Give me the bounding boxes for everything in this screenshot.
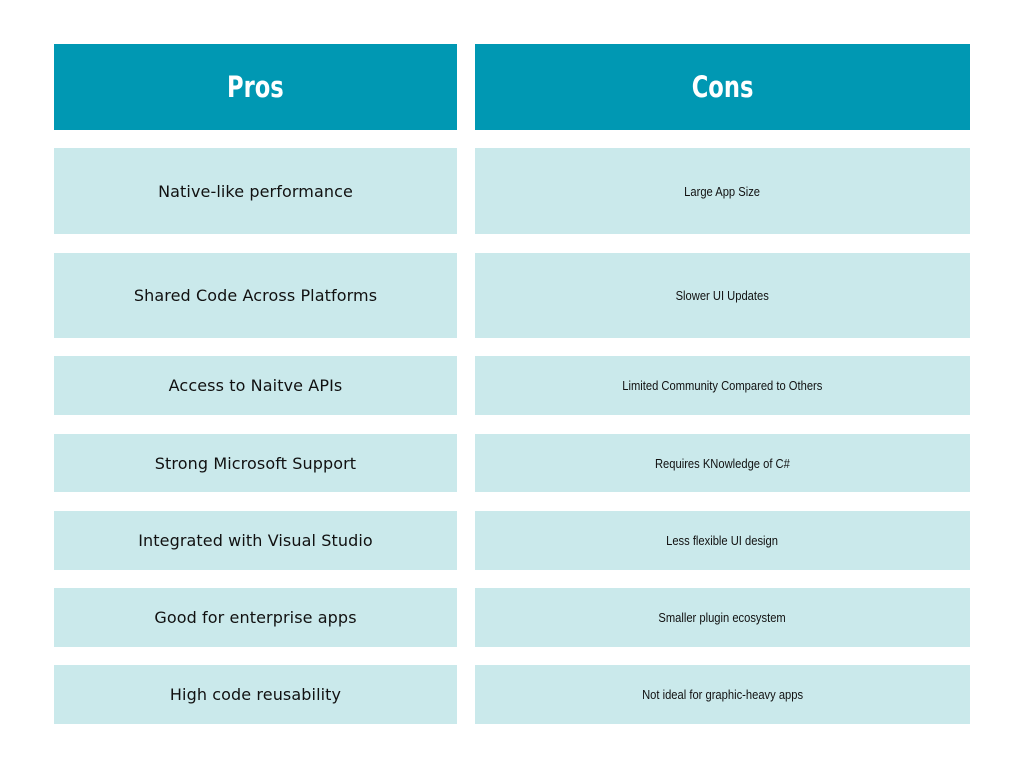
cons-column: Cons Large App Size Slower UI Updates Li… — [475, 44, 970, 724]
cons-cell-text: Smaller plugin ecosystem — [658, 610, 787, 625]
cons-cell: Less flexible UI design — [475, 511, 970, 570]
pros-header-label: Pros — [227, 70, 284, 104]
pros-cell-text: Good for enterprise apps — [154, 608, 357, 627]
cons-cell-text: Less flexible UI design — [666, 533, 779, 548]
cons-header: Cons — [475, 44, 970, 130]
pros-cell: Good for enterprise apps — [54, 588, 457, 647]
pros-cell: Native-like performance — [54, 148, 457, 234]
pros-cell: Integrated with Visual Studio — [54, 511, 457, 570]
cons-cell-text: Slower UI Updates — [675, 288, 770, 303]
cons-header-label: Cons — [691, 70, 754, 104]
pros-cell: Access to Naitve APIs — [54, 356, 457, 415]
cons-cell-text: Limited Community Compared to Others — [622, 378, 823, 393]
cons-cell-text: Not ideal for graphic-heavy apps — [642, 687, 803, 702]
pros-cell-text: Native-like performance — [158, 181, 353, 201]
pros-cell-text: Integrated with Visual Studio — [138, 531, 373, 550]
cons-cell: Large App Size — [475, 148, 970, 234]
pros-cell-text: High code reusability — [169, 685, 342, 704]
cons-cell: Requires KNowledge of C# — [475, 434, 970, 492]
cons-cell: Limited Community Compared to Others — [475, 356, 970, 415]
cons-cell-text: Large App Size — [684, 183, 761, 199]
pros-cell: High code reusability — [54, 665, 457, 724]
pros-cell-text: Shared Code Across Platforms — [133, 286, 378, 305]
pros-cell-text: Strong Microsoft Support — [154, 453, 357, 473]
pros-cell: Shared Code Across Platforms — [54, 253, 457, 338]
pros-cell: Strong Microsoft Support — [54, 434, 457, 492]
cons-cell: Slower UI Updates — [475, 253, 970, 338]
pros-cell-text: Access to Naitve APIs — [168, 376, 343, 395]
cons-cell: Smaller plugin ecosystem — [475, 588, 970, 647]
cons-cell-text: Requires KNowledge of C# — [655, 455, 790, 471]
pros-column: Pros Native-like performance Shared Code… — [54, 44, 457, 724]
cons-cell: Not ideal for graphic-heavy apps — [475, 665, 970, 724]
pros-header: Pros — [54, 44, 457, 130]
